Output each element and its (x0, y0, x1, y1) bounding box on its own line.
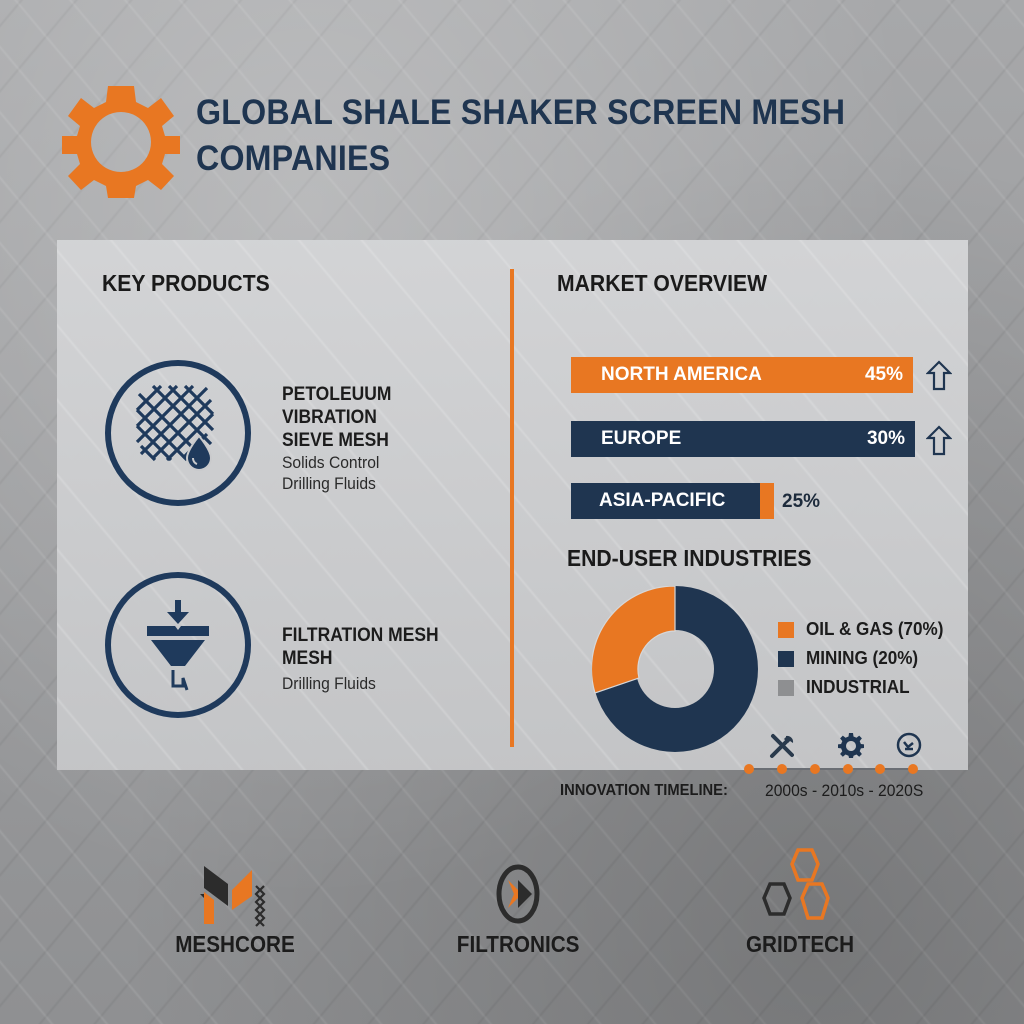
timeline-track (746, 768, 916, 770)
gridtech-logo (760, 846, 840, 928)
up-arrow-icon (925, 424, 953, 458)
legend-label: MINING (20%) (806, 648, 919, 668)
page-title: GLOBAL SHALE SHAKER SCREEN MESH COMPANIE… (196, 90, 895, 182)
funnel-filter-icon (103, 570, 253, 720)
region-value: 30% (866, 428, 905, 449)
gear-icon (838, 732, 864, 758)
product-item-2: FILTRATION MESH MESH Drilling Fluids (282, 624, 452, 694)
timeline-dot (744, 764, 754, 774)
product-item-1: PETOLEUUM VIBRATION SIEVE MESH Solids Co… (282, 383, 401, 494)
region-label: EUROPE (601, 428, 682, 449)
product-title-line: FILTRATION MESH (282, 625, 439, 646)
innovation-timeline-range: 2000s - 2010s - 2020S (765, 781, 924, 800)
legend-swatch (778, 621, 794, 638)
region-label: NORTH AMERICA (601, 364, 762, 385)
product-subtitle-line: Solids Control (282, 453, 380, 472)
timeline-dot (908, 764, 918, 774)
region-label: ASIA-PACIFIC (599, 490, 726, 511)
gear-icon (58, 82, 184, 200)
product-subtitle-line: Drilling Fluids (282, 674, 376, 693)
legend-swatch (778, 679, 794, 696)
meshcore-logo (198, 862, 276, 928)
company-name-gridtech: GRIDTECH (745, 931, 855, 957)
legend-item-industrial: INDUSTRIAL (778, 673, 951, 702)
region-value: 45% (864, 364, 903, 385)
innovation-timeline-label: INNOVATION TIMELINE: (560, 782, 728, 799)
timeline-dot (843, 764, 853, 774)
product-subtitle-line: Drilling Fluids (282, 474, 376, 493)
product-title-line: VIBRATION (282, 407, 377, 428)
end-user-industries-title: END-USER INDUSTRIES (567, 545, 812, 571)
market-overview-title: MARKET OVERVIEW (557, 270, 768, 296)
timeline-dot (777, 764, 787, 774)
region-value: 25% (782, 491, 821, 512)
company-name-meshcore: MESHCORE (175, 931, 295, 957)
product-title-line: PETOLEUUM (282, 384, 392, 405)
title-line-1: GLOBAL SHALE SHAKER SCREEN MESH (196, 93, 846, 132)
product-title-line: MESH (282, 648, 333, 669)
section-divider (510, 269, 514, 747)
legend-item-mining: MINING (20%) (778, 644, 951, 673)
filtronics-logo (486, 862, 550, 926)
legend-swatch (778, 650, 794, 667)
legend-item-oil-gas: OIL & GAS (70%) (778, 615, 951, 644)
product-title-line: SIEVE MESH (282, 430, 389, 451)
key-products-title: KEY PRODUCTS (102, 270, 270, 296)
mesh-droplet-icon (103, 358, 253, 508)
industries-donut-chart (590, 585, 758, 752)
up-arrow-icon (925, 359, 953, 393)
legend-label: OIL & GAS (70%) (806, 619, 944, 639)
timeline-dot (810, 764, 820, 774)
wrench-screwdriver-icon (768, 731, 796, 759)
title-line-2: COMPANIES (196, 139, 391, 178)
region-bar-europe: EUROPE 30% (571, 421, 915, 457)
legend-label: INDUSTRIAL (806, 677, 910, 697)
company-name-filtronics: FILTRONICS (456, 931, 580, 957)
industries-legend: OIL & GAS (70%) MINING (20%) INDUSTRIAL (778, 615, 951, 702)
timeline-dot (875, 764, 885, 774)
circle-arrow-icon (896, 732, 922, 758)
region-bar-asia-pacific: ASIA-PACIFIC (571, 483, 774, 519)
region-bar-north-america: NORTH AMERICA 45% (571, 357, 913, 393)
